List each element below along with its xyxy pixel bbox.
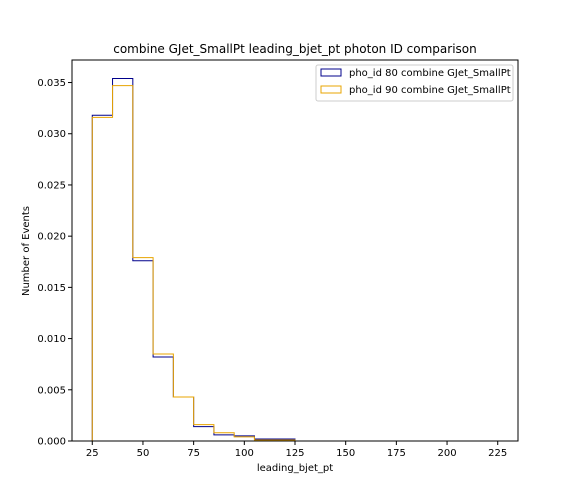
x-tick-label: 75 — [187, 448, 200, 459]
y-tick-label: 0.030 — [37, 129, 66, 140]
legend-label: pho_id 90 combine GJet_SmallPt — [349, 85, 511, 96]
legend-box — [315, 64, 514, 102]
x-tick-label: 125 — [285, 448, 304, 459]
series-layer — [91, 77, 296, 441]
y-tick-label: 0.000 — [37, 437, 66, 448]
y-axis-label: Number of Events — [21, 206, 32, 296]
x-tick-label: 175 — [387, 448, 406, 459]
y-tick-label: 0.035 — [37, 78, 66, 89]
y-tick-label: 0.005 — [37, 385, 66, 396]
y-tick-label: 0.010 — [37, 334, 66, 345]
x-axis: 25 50 75 100 125 150 175 200 225 — [86, 441, 507, 459]
series-2-step-line — [91, 85, 296, 441]
y-tick-label: 0.020 — [37, 232, 66, 243]
y-tick-label: 0.025 — [37, 180, 66, 191]
x-tick-label: 100 — [235, 448, 254, 459]
legend-swatch — [320, 68, 342, 77]
legend: pho_id 80 combine GJet_SmallPt pho_id 90 … — [315, 64, 514, 102]
y-tick-label: 0.015 — [37, 283, 66, 294]
x-tick-label: 50 — [137, 448, 150, 459]
y-axis: 0.000 0.005 0.010 0.015 0.020 0.025 0.030 0.035 — [37, 78, 72, 448]
legend-swatch — [320, 85, 342, 94]
x-tick-label: 150 — [336, 448, 355, 459]
legend-label: pho_id 80 combine GJet_SmallPt — [349, 68, 511, 79]
x-tick-label: 25 — [86, 448, 99, 459]
chart-title: combine GJet_SmallPt leading_bjet_pt pho… — [113, 42, 477, 56]
x-tick-label: 200 — [437, 448, 456, 459]
x-tick-label: 225 — [488, 448, 507, 459]
x-axis-label: leading_bjet_pt — [257, 463, 333, 474]
